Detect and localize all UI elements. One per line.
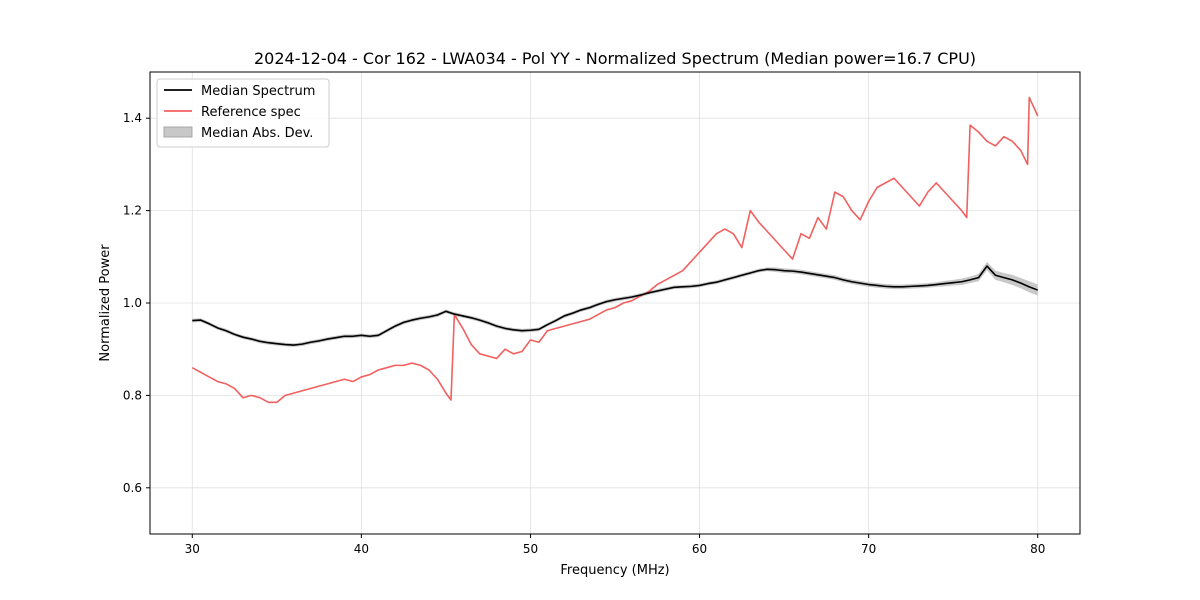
y-tick-label: 1.2 <box>123 204 142 218</box>
legend-label-reference: Reference spec <box>201 105 301 120</box>
x-axis-label: Frequency (MHz) <box>560 563 669 578</box>
x-tick-label: 80 <box>1030 542 1045 556</box>
series-layer <box>191 96 1039 404</box>
series-line-median <box>192 265 1039 346</box>
y-tick-label: 1.4 <box>123 111 142 125</box>
y-tick-label: 1.0 <box>123 296 142 310</box>
legend-label-median: Median Spectrum <box>201 84 315 99</box>
legend-label-mad: Median Abs. Dev. <box>201 126 313 141</box>
chart-title: 2024-12-04 - Cor 162 - LWA034 - Pol YY -… <box>254 49 976 68</box>
y-axis-label: Normalized Power <box>98 244 113 362</box>
series-line-reference <box>191 96 1039 404</box>
y-tick-label: 0.8 <box>123 388 142 402</box>
x-tick-label: 70 <box>861 542 876 556</box>
x-tick-label: 40 <box>354 542 369 556</box>
grid <box>150 72 1080 534</box>
x-tick-label: 60 <box>692 542 707 556</box>
x-tick-label: 50 <box>523 542 538 556</box>
legend: Median Spectrum Reference spec Median Ab… <box>156 78 330 148</box>
legend-swatch-mad <box>163 126 193 138</box>
legend-box <box>156 78 330 148</box>
x-axis-ticks: 30 40 50 60 70 80 <box>185 534 1045 556</box>
x-tick-label: 30 <box>185 542 200 556</box>
y-axis-ticks: 0.6 0.8 1.0 1.2 1.4 <box>123 111 150 495</box>
y-tick-label: 0.6 <box>123 481 142 495</box>
